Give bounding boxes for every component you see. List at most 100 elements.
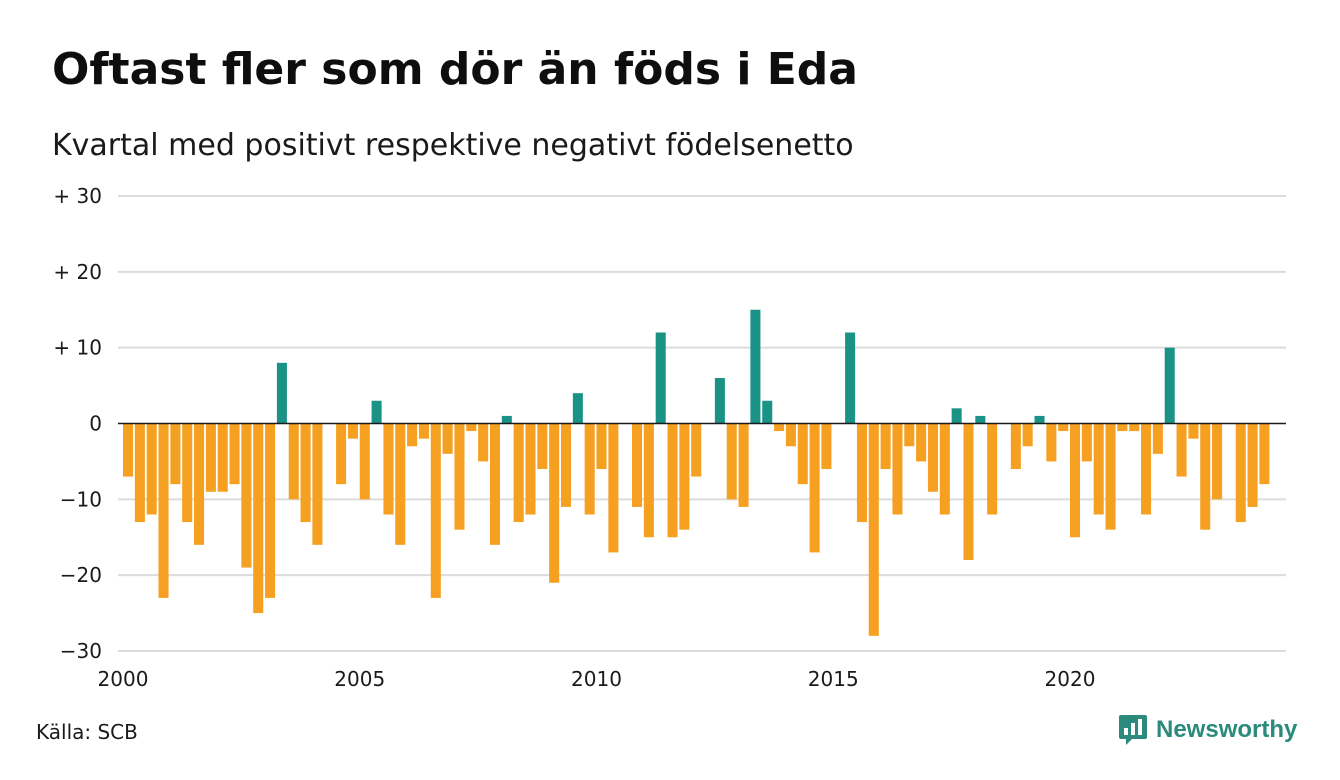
bar-positive bbox=[371, 400, 382, 424]
bar-negative bbox=[1022, 423, 1033, 447]
x-tick-label: 2010 bbox=[571, 667, 622, 691]
bar-negative bbox=[892, 423, 903, 515]
bar-negative bbox=[383, 423, 394, 515]
bar-negative bbox=[300, 423, 311, 523]
bar-negative bbox=[146, 423, 157, 515]
bar-negative bbox=[525, 423, 536, 515]
bar-negative bbox=[963, 423, 974, 560]
bar-positive bbox=[1034, 415, 1045, 424]
brand-name: Newsworthy bbox=[1156, 716, 1298, 743]
bar-positive bbox=[714, 378, 725, 424]
bar-negative bbox=[1129, 423, 1140, 432]
bar-negative bbox=[584, 423, 595, 515]
bar-negative bbox=[1105, 423, 1116, 530]
bar-negative bbox=[1176, 423, 1187, 477]
bar-negative bbox=[738, 423, 749, 507]
bar-negative bbox=[182, 423, 193, 523]
bar-negative bbox=[205, 423, 216, 492]
bar-negative bbox=[1010, 423, 1021, 469]
bar-negative bbox=[880, 423, 891, 469]
bar-negative bbox=[1081, 423, 1092, 462]
bar-positive bbox=[572, 393, 583, 424]
bar-negative bbox=[513, 423, 524, 523]
bar-negative bbox=[170, 423, 181, 485]
bar-negative bbox=[134, 423, 145, 523]
bar-negative bbox=[904, 423, 915, 447]
bar-negative bbox=[608, 423, 619, 553]
bar-negative bbox=[347, 423, 358, 439]
bar-negative bbox=[1152, 423, 1163, 454]
bar-negative bbox=[442, 423, 453, 454]
bar-negative bbox=[774, 423, 785, 432]
bar-negative bbox=[1212, 423, 1223, 500]
bar-negative bbox=[679, 423, 690, 530]
bar-negative bbox=[785, 423, 796, 447]
bar-negative bbox=[1188, 423, 1199, 439]
bar-positive bbox=[655, 332, 666, 424]
bar-negative bbox=[1117, 423, 1128, 432]
bar-negative bbox=[395, 423, 406, 545]
bar-negative bbox=[560, 423, 572, 507]
bar-negative bbox=[1046, 423, 1057, 462]
y-tick-label: 0 bbox=[89, 412, 102, 436]
bar-negative bbox=[489, 423, 500, 545]
bar-negative bbox=[217, 423, 228, 492]
bar-positive bbox=[951, 408, 962, 424]
bar-positive bbox=[975, 415, 986, 424]
bar-negative bbox=[632, 423, 643, 507]
bar-negative bbox=[288, 423, 299, 500]
bar-negative bbox=[265, 423, 276, 598]
bar-negative bbox=[987, 423, 998, 515]
bar-positive bbox=[276, 362, 287, 424]
newsworthy-logo-icon bbox=[1119, 715, 1147, 745]
bar-negative bbox=[229, 423, 240, 485]
y-tick-label: −30 bbox=[60, 639, 102, 663]
chart-title: Oftast fler som dör än föds i Eda bbox=[52, 44, 858, 95]
bar-negative bbox=[939, 423, 950, 515]
bar-negative bbox=[1141, 423, 1152, 515]
bar-negative bbox=[158, 423, 169, 598]
bar-negative bbox=[809, 423, 820, 553]
bars bbox=[123, 309, 1270, 636]
bar-negative bbox=[336, 423, 347, 485]
bar-negative bbox=[537, 423, 548, 469]
source-label: Källa: SCB bbox=[36, 720, 138, 744]
x-tick-label: 2005 bbox=[334, 667, 385, 691]
brand-logo[interactable]: Newsworthy bbox=[1118, 712, 1297, 748]
bar-negative bbox=[596, 423, 607, 469]
bar-negative bbox=[726, 423, 737, 500]
bar-negative bbox=[466, 423, 477, 432]
y-tick-label: + 20 bbox=[53, 260, 102, 284]
x-axis-tick-labels: 2000 2005 2010 2015 2020 bbox=[98, 667, 1096, 691]
bar-negative bbox=[927, 423, 938, 492]
x-tick-label: 2015 bbox=[808, 667, 859, 691]
chart-subtitle: Kvartal med positivt respektive negativt… bbox=[52, 128, 854, 163]
bar-negative bbox=[821, 423, 832, 469]
bar-negative bbox=[1093, 423, 1104, 515]
bar-negative bbox=[123, 423, 134, 477]
bar-negative bbox=[418, 423, 429, 439]
bar-positive bbox=[750, 309, 761, 424]
bar-positive bbox=[845, 332, 856, 424]
bar-negative bbox=[241, 423, 252, 568]
bar-negative bbox=[1070, 423, 1081, 538]
bar-negative bbox=[549, 423, 560, 583]
bar-negative bbox=[454, 423, 465, 530]
bar-negative bbox=[1200, 423, 1211, 530]
bar-negative bbox=[312, 423, 323, 545]
y-tick-label: −10 bbox=[60, 487, 102, 511]
bar-negative bbox=[667, 423, 678, 538]
bar-negative bbox=[407, 423, 418, 447]
bar-negative bbox=[643, 423, 654, 538]
bar-negative bbox=[856, 423, 867, 523]
bar-negative bbox=[1058, 423, 1069, 432]
x-tick-label: 2020 bbox=[1045, 667, 1096, 691]
bar-negative bbox=[691, 423, 702, 477]
bar-positive bbox=[762, 400, 773, 424]
bar-negative bbox=[430, 423, 441, 598]
bar-positive bbox=[1164, 347, 1175, 424]
gridlines bbox=[118, 195, 1286, 652]
bar-negative bbox=[359, 423, 370, 500]
bar-negative bbox=[797, 423, 808, 485]
